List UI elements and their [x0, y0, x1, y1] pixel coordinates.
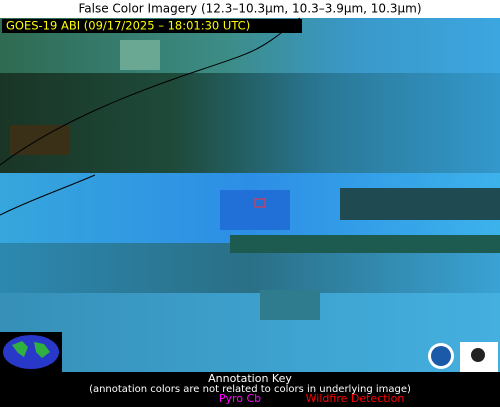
globe-inset [0, 332, 62, 372]
image-subtitle: GOES-19 ABI (09/17/2025 – 18:01:30 UTC) [6, 19, 250, 33]
satellite-image [0, 17, 500, 372]
key-bar [0, 372, 500, 407]
logos [428, 342, 498, 372]
key-title: Annotation Key [208, 372, 292, 385]
title-bar [0, 0, 500, 18]
image-title: False Color Imagery (12.3–10.3µm, 10.3–3… [78, 2, 421, 16]
detection-box [254, 198, 266, 208]
subtitle-box [2, 19, 302, 33]
key-item: Pyro Cb [219, 392, 261, 405]
key-note: (annotation colors are not related to co… [89, 384, 411, 395]
key-item: Wildfire Detection [306, 392, 405, 405]
